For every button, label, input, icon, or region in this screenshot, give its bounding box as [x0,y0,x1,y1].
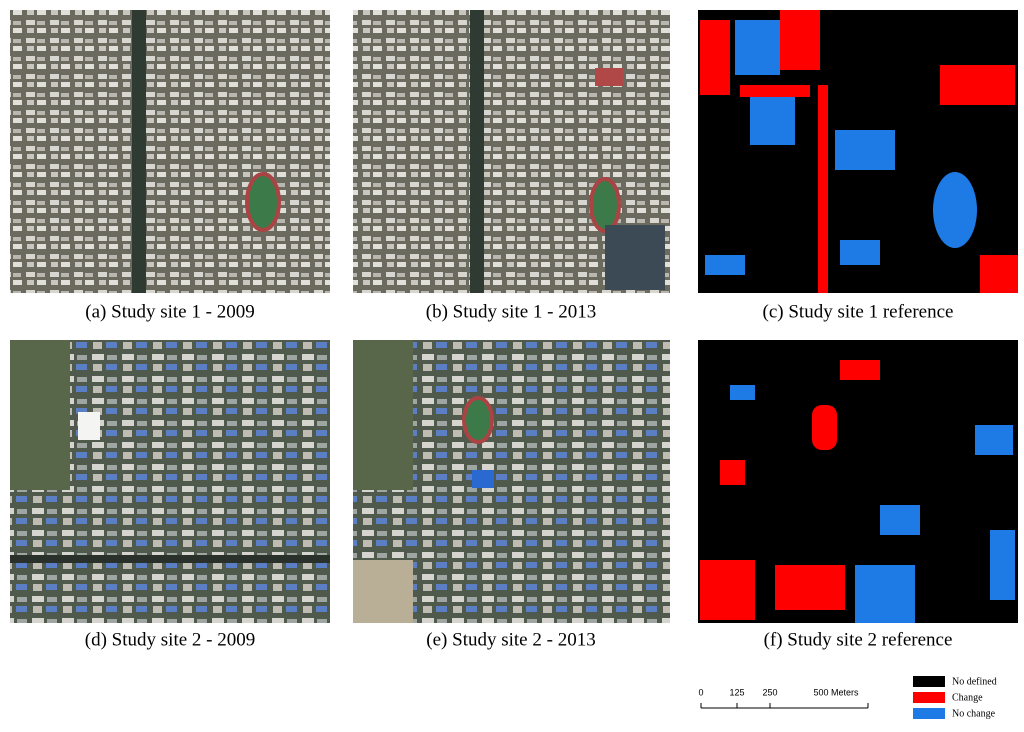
image-c [698,10,1018,293]
caption: (c) Study site 1 reference [763,301,954,322]
scale-label: 0 [698,687,703,697]
legend-label: No defined [952,676,997,687]
legend-label: Change [952,692,983,703]
scale-label: 125 [729,687,744,697]
image-e [353,340,670,623]
caption: (d) Study site 2 - 2009 [85,629,255,650]
image-a [10,10,330,293]
scale-label: 500 Meters [813,687,859,697]
image-d [10,340,330,623]
legend-label: No change [952,708,996,719]
scale-bar [700,703,869,709]
image-f [698,340,1018,623]
caption: (b) Study site 1 - 2013 [426,301,596,322]
caption: (e) Study site 2 - 2013 [426,629,595,650]
scale-label: 250 [762,687,777,697]
image-b [353,10,670,293]
caption: (f) Study site 2 reference [764,629,953,650]
legend [913,676,945,719]
caption: (a) Study site 1 - 2009 [85,301,254,322]
